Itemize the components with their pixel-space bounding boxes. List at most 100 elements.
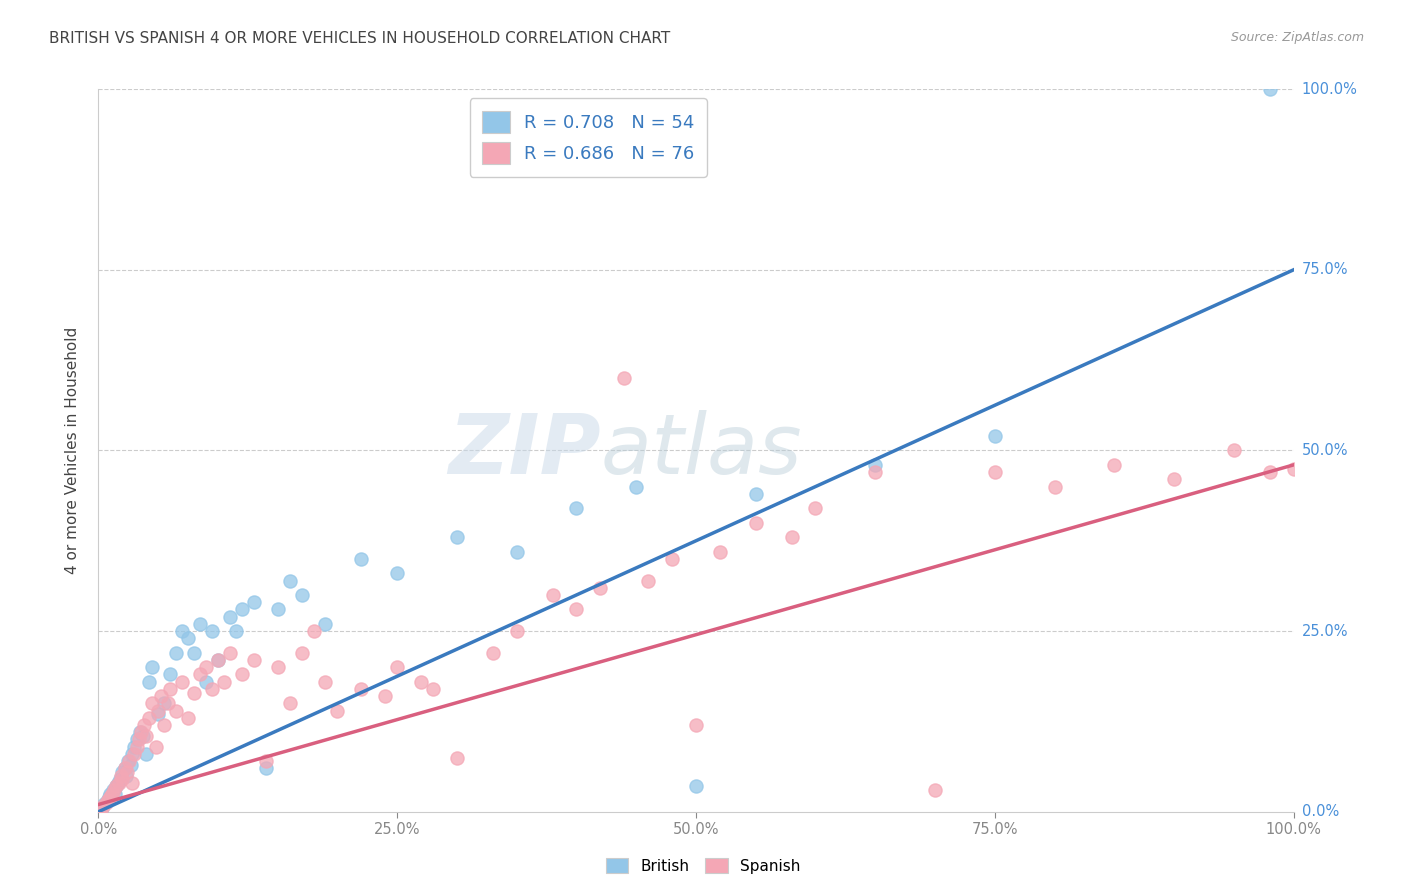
Point (153, 696, 176, 710)
Point (207, 653, 229, 667)
Point (131, 725, 153, 739)
Legend: British, Spanish: British, Spanish (599, 852, 807, 880)
Point (422, 681, 444, 696)
Point (506, 624, 529, 639)
Point (93, 797, 115, 812)
Point (482, 646, 505, 660)
Point (212, 674, 235, 689)
Point (1282, 461, 1305, 475)
Text: Source: ZipAtlas.com: Source: ZipAtlas.com (1230, 31, 1364, 45)
Point (165, 704, 187, 718)
Point (541, 588, 564, 602)
Point (115, 764, 138, 779)
Text: ZIP: ZIP (447, 410, 600, 491)
Point (108, 772, 131, 787)
Point (103, 783, 125, 797)
Point (91, 799, 114, 814)
Text: BRITISH VS SPANISH 4 OR MORE VEHICLES IN HOUSEHOLD CORRELATION CHART: BRITISH VS SPANISH 4 OR MORE VEHICLES IN… (49, 31, 671, 46)
Point (148, 704, 170, 718)
Point (613, 371, 636, 385)
Text: 50.0%: 50.0% (1302, 443, 1348, 458)
Text: atlas: atlas (600, 410, 801, 491)
Point (1223, 443, 1246, 458)
Point (104, 787, 127, 801)
Point (231, 602, 253, 616)
Point (267, 660, 290, 674)
Point (135, 729, 157, 743)
Point (207, 653, 229, 667)
Text: 100.0%: 100.0% (1302, 82, 1358, 96)
Point (183, 646, 205, 660)
Legend: R = 0.708   N = 54, R = 0.686   N = 76: R = 0.708 N = 54, R = 0.686 N = 76 (470, 98, 707, 177)
Point (243, 595, 266, 609)
Point (149, 689, 172, 703)
Point (267, 602, 290, 616)
Point (90, 803, 112, 817)
Point (565, 501, 588, 516)
Point (114, 761, 136, 775)
Point (107, 776, 129, 790)
Point (125, 739, 148, 754)
Point (141, 696, 163, 710)
Point (177, 711, 200, 725)
Point (506, 544, 529, 558)
Point (865, 465, 887, 479)
Point (159, 681, 181, 696)
Point (374, 689, 396, 703)
Point (153, 718, 176, 732)
Point (780, 530, 803, 544)
Point (350, 551, 373, 566)
Point (201, 624, 224, 639)
Text: 0.0%: 0.0% (1302, 805, 1339, 819)
Point (183, 685, 205, 699)
Point (225, 624, 247, 639)
Point (94, 796, 117, 810)
Point (135, 747, 157, 761)
Point (145, 739, 167, 754)
Point (125, 732, 148, 747)
Y-axis label: 4 or more Vehicles in Household: 4 or more Vehicles in Household (65, 326, 80, 574)
Point (195, 674, 218, 689)
Point (661, 551, 683, 566)
Point (111, 772, 134, 787)
Point (107, 776, 129, 790)
Point (1258, 82, 1281, 96)
Point (1163, 472, 1185, 486)
Point (302, 624, 325, 639)
Point (709, 544, 731, 558)
Point (254, 761, 277, 775)
Point (165, 646, 187, 660)
Point (91, 801, 114, 815)
Point (411, 674, 433, 689)
Point (1258, 465, 1281, 479)
Text: 25.0%: 25.0% (1302, 624, 1348, 639)
Point (315, 674, 337, 689)
Point (111, 764, 134, 779)
Point (201, 681, 224, 696)
Point (177, 632, 200, 646)
Point (98, 787, 122, 801)
Point (385, 566, 409, 581)
Point (159, 667, 181, 681)
Point (924, 783, 946, 797)
Point (326, 704, 349, 718)
Point (114, 761, 136, 775)
Point (188, 616, 211, 631)
Point (97, 793, 120, 807)
Point (291, 646, 314, 660)
Point (128, 732, 150, 747)
Point (105, 780, 128, 794)
Point (745, 487, 768, 501)
Point (637, 574, 659, 588)
Point (278, 574, 301, 588)
Point (138, 674, 160, 689)
Point (278, 696, 301, 710)
Point (745, 516, 768, 530)
Point (138, 711, 160, 725)
Point (101, 783, 124, 797)
Point (446, 750, 468, 764)
Point (115, 769, 138, 783)
Point (350, 681, 373, 696)
Text: 75.0%: 75.0% (1302, 262, 1348, 277)
Point (315, 616, 337, 631)
